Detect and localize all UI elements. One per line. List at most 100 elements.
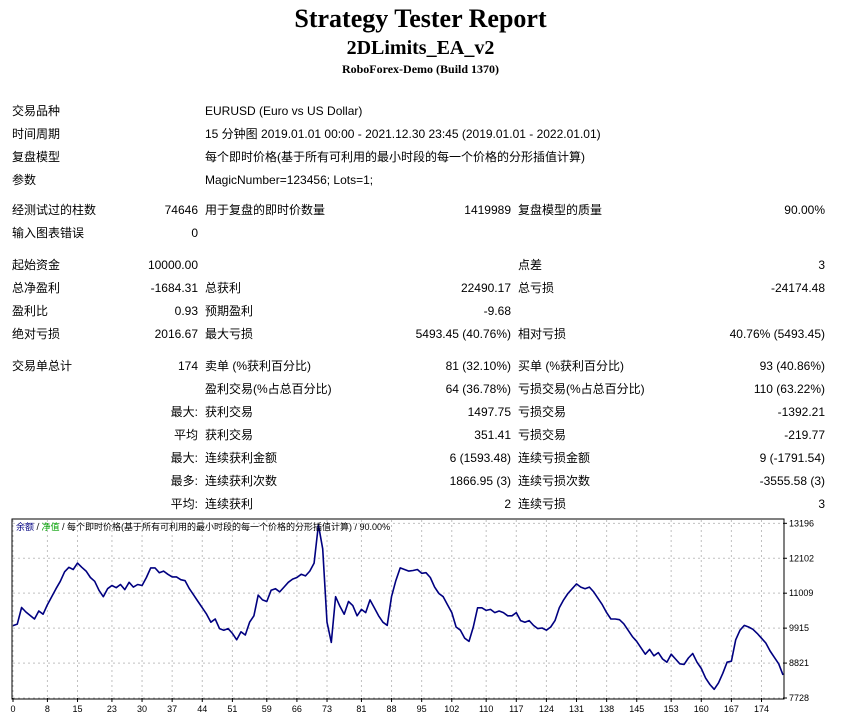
plot-area [12,519,784,699]
x-tick-label: 8 [45,704,50,714]
deposit-value: 10000.00 [148,258,198,272]
short-trades-value: 81 (32.10%) [446,359,511,373]
spread-value: 3 [818,258,825,272]
quality-value: 90.00% [784,203,825,217]
chart-legend: 余额 / 净值 / 每个即时价格(基于所有可利用的最小时段的每一个价格的分形插值… [16,521,390,532]
bars-label: 经测试过的柱数 [12,203,96,217]
profit-trades-label: 盈利交易(%占总百分比) [205,382,332,396]
max-drawdown-label: 最大亏损 [205,327,253,341]
gross-loss-label: 总亏损 [518,281,554,295]
x-axis: 0 8 15 23 30 37 44 51 59 66 73 81 88 95 102 110 117 124 13… [10,698,769,714]
deposit-label: 起始资金 [12,258,60,272]
y-tick-label: 12102 [789,553,814,563]
expected-payoff-label: 预期盈利 [205,304,253,318]
report-title: Strategy Tester Report [0,4,841,34]
maximal-label: 最多: [171,474,198,488]
symbol-value: EURUSD (Euro vs US Dollar) [205,104,362,118]
net-profit-label: 总净盈利 [12,281,60,295]
y-tick-label: 8821 [789,658,809,668]
expected-payoff-value: -9.68 [484,304,511,318]
maximal-consec-profit-label: 连续获利次数 [205,474,277,488]
largest-loss-value: -1392.21 [778,405,825,419]
x-tick-label: 138 [599,704,614,714]
bars-value: 74646 [165,203,198,217]
largest-loss-label: 亏损交易 [518,405,566,419]
model-label: 复盘模型 [12,150,60,164]
x-tick-label: 73 [322,704,332,714]
profit-factor-value: 0.93 [175,304,198,318]
symbol-label: 交易品种 [12,104,60,118]
x-tick-label: 153 [664,704,679,714]
x-tick-label: 37 [167,704,177,714]
legend-balance: 余额 [16,521,34,532]
x-tick-label: 0 [10,704,15,714]
x-tick-label: 30 [137,704,147,714]
average-loss-label: 亏损交易 [518,428,566,442]
spread-label: 点差 [518,258,542,272]
rel-drawdown-value: 40.76% (5493.45) [730,327,825,341]
x-tick-label: 102 [444,704,459,714]
loss-trades-label: 亏损交易(%占总百分比) [518,382,645,396]
period-label: 时间周期 [12,127,60,141]
gross-profit-value: 22490.17 [461,281,511,295]
average-consec-label: 平均: [171,497,198,511]
total-trades-value: 174 [178,359,198,373]
quality-label: 复盘模型的质量 [518,203,602,217]
average-label: 平均 [174,428,198,442]
avg-consec-losses-value: 3 [818,497,825,511]
x-tick-label: 110 [479,704,493,714]
avg-consec-wins-label: 连续获利 [205,497,253,511]
y-tick-label: 11009 [789,588,813,598]
x-tick-label: 59 [262,704,272,714]
y-tick-label: 7728 [789,693,809,703]
largest-profit-value: 1497.75 [468,405,511,419]
params-label: 参数 [12,173,36,187]
model-value: 每个即时价格(基于所有可利用的最小时段的每一个价格的分形插值计算) [205,150,585,164]
largest-label: 最大: [171,405,198,419]
x-tick-label: 44 [197,704,207,714]
max-consec-losses-label: 连续亏损金额 [518,451,590,465]
maximal-consec-loss-value: -3555.58 (3) [760,474,825,488]
abs-drawdown-value: 2016.67 [155,327,198,341]
maximal-consec-loss-label: 连续亏损次数 [518,474,590,488]
rel-drawdown-label: 相对亏损 [518,327,566,341]
x-tick-label: 66 [292,704,302,714]
loss-trades-value: 110 (63.22%) [754,382,825,396]
net-profit-value: -1684.31 [151,281,198,295]
x-tick-label: 117 [509,704,523,714]
y-axis: 7728 8821 9915 11009 12102 13196 [783,518,814,703]
ticks-label: 用于复盘的即时价数量 [205,203,325,217]
server-name: RoboForex-Demo (Build 1370) [0,62,841,77]
max-consec-losses-value: 9 (-1791.54) [760,451,825,465]
expert-name: 2DLimits_EA_v2 [0,37,841,60]
gross-profit-label: 总获利 [205,281,241,295]
x-tick-label: 81 [356,704,366,714]
ticks-value: 1419989 [464,203,511,217]
total-trades-label: 交易单总计 [12,359,72,373]
profit-factor-label: 盈利比 [12,304,48,318]
params-value: MagicNumber=123456; Lots=1; [205,173,373,187]
max-consec-wins-value: 6 (1593.48) [450,451,511,465]
x-tick-label: 167 [724,704,739,714]
max-drawdown-value: 5493.45 (40.76%) [416,327,511,341]
abs-drawdown-label: 绝对亏损 [12,327,60,341]
balance-chart: 7728 8821 9915 11009 12102 13196 0 8 15 23 30 37 44… [0,515,841,719]
legend-equity: 净值 [42,521,60,532]
x-tick-label: 145 [629,704,644,714]
avg-consec-losses-label: 连续亏损 [518,497,566,511]
x-tick-label: 23 [107,704,117,714]
x-tick-label: 51 [227,704,237,714]
legend-model: / 每个即时价格(基于所有可利用的最小时段的每一个价格的分形插值计算) / 90… [60,521,391,532]
legend-separator: / [34,522,42,532]
x-tick-label: 131 [569,704,584,714]
maximal-consec-profit-value: 1866.95 (3) [450,474,511,488]
maximum-label: 最大: [171,451,198,465]
profit-trades-value: 64 (36.78%) [446,382,511,396]
x-tick-label: 160 [694,704,709,714]
x-tick-label: 88 [387,704,397,714]
long-trades-value: 93 (40.86%) [760,359,825,373]
x-tick-label: 174 [754,704,769,714]
avg-consec-wins-value: 2 [504,497,511,511]
x-tick-label: 95 [417,704,427,714]
x-tick-label: 124 [539,704,554,714]
